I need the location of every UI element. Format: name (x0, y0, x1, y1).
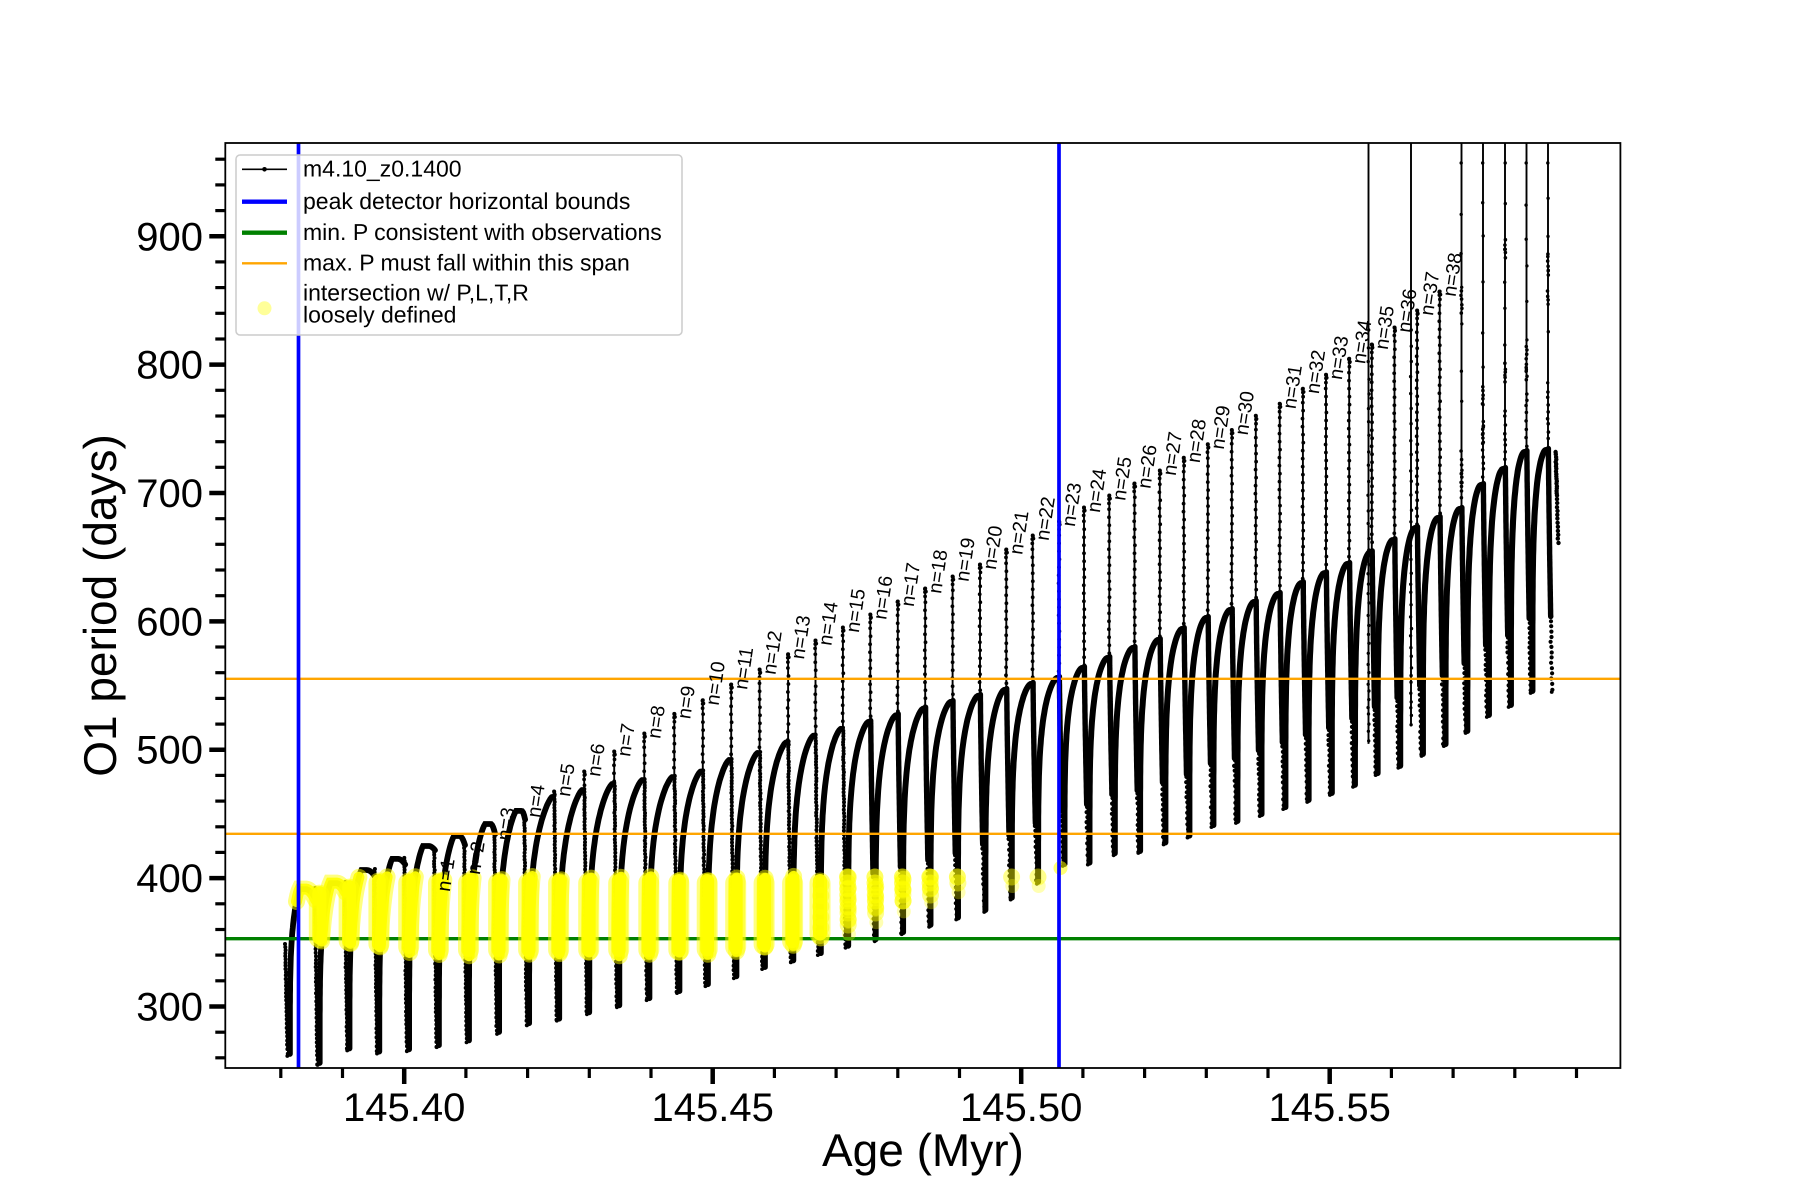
svg-text:loosely defined: loosely defined (303, 302, 456, 328)
svg-text:m4.10_z0.1400: m4.10_z0.1400 (303, 156, 462, 182)
svg-text:500: 500 (136, 729, 203, 773)
svg-text:700: 700 (136, 472, 203, 516)
svg-text:145.40: 145.40 (343, 1086, 465, 1130)
svg-text:n=7: n=7 (613, 722, 640, 758)
svg-text:145.50: 145.50 (960, 1086, 1082, 1130)
svg-text:O1 period (days): O1 period (days) (74, 434, 126, 777)
svg-text:145.45: 145.45 (652, 1086, 774, 1130)
svg-text:max. P must fall within this s: max. P must fall within this span (303, 250, 630, 276)
svg-text:n=6: n=6 (583, 742, 610, 778)
svg-text:n=5: n=5 (553, 762, 580, 798)
svg-text:n=9: n=9 (673, 684, 700, 720)
svg-text:n=3: n=3 (493, 806, 520, 842)
svg-text:n=8: n=8 (643, 704, 670, 740)
svg-text:400: 400 (136, 857, 203, 901)
svg-text:145.55: 145.55 (1269, 1086, 1391, 1130)
svg-text:n=4: n=4 (523, 783, 550, 819)
svg-text:900: 900 (136, 215, 203, 259)
svg-text:n=2: n=2 (463, 840, 490, 876)
svg-text:Age (Myr): Age (Myr) (822, 1124, 1024, 1176)
svg-text:intersection w/ P,L,T,R: intersection w/ P,L,T,R (303, 280, 529, 306)
svg-text:300: 300 (136, 986, 203, 1030)
svg-text:min. P consistent with observa: min. P consistent with observations (303, 219, 662, 245)
svg-text:n=1: n=1 (433, 857, 460, 893)
svg-text:peak detector horizontal bound: peak detector horizontal bounds (303, 188, 630, 214)
svg-text:800: 800 (136, 344, 203, 388)
svg-text:600: 600 (136, 600, 203, 644)
